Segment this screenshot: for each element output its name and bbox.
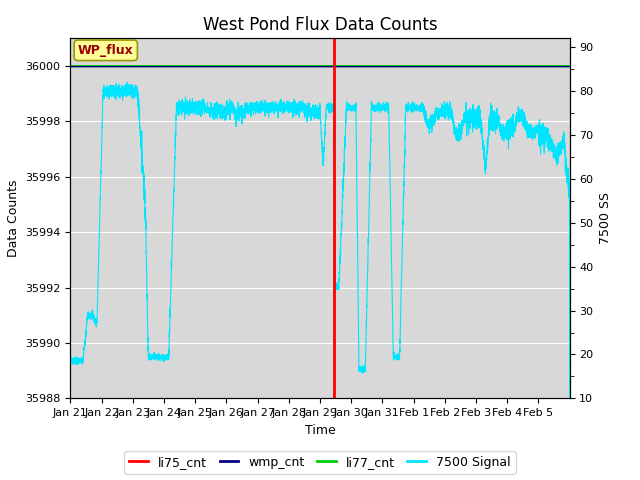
Title: West Pond Flux Data Counts: West Pond Flux Data Counts [203,16,437,34]
Y-axis label: 7500 SS: 7500 SS [599,192,612,244]
Text: WP_flux: WP_flux [78,44,134,57]
Legend: li75_cnt, wmp_cnt, li77_cnt, 7500 Signal: li75_cnt, wmp_cnt, li77_cnt, 7500 Signal [124,451,516,474]
Y-axis label: Data Counts: Data Counts [7,180,20,257]
X-axis label: Time: Time [305,424,335,437]
